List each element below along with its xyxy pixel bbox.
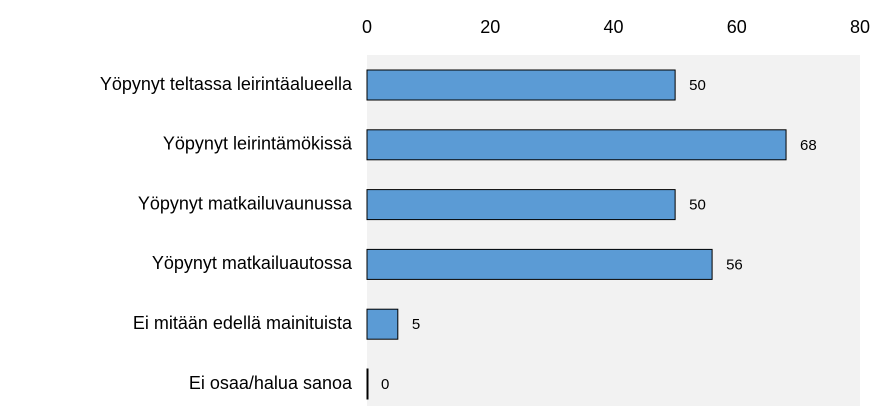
bar <box>366 368 369 400</box>
x-tick-label: 20 <box>480 17 500 37</box>
category-label: Ei osaa/halua sanoa <box>189 373 353 393</box>
category-label: Yöpynyt matkailuautossa <box>152 253 353 273</box>
category-label: Yöpynyt matkailuvaunussa <box>138 193 353 213</box>
bar <box>366 129 787 161</box>
x-tick-label: 40 <box>603 17 623 37</box>
value-label: 68 <box>800 137 817 154</box>
category-label: Yöpynyt leirintämökissä <box>163 134 353 154</box>
category-label: Ei mitään edellä mainituista <box>133 313 353 333</box>
x-tick-label: 80 <box>850 17 870 37</box>
value-label: 56 <box>726 256 743 273</box>
value-label: 5 <box>412 316 420 333</box>
bar <box>366 189 676 221</box>
plot-area <box>367 55 860 406</box>
value-label: 50 <box>689 77 706 94</box>
bar <box>366 308 399 340</box>
x-tick-label: 60 <box>727 17 747 37</box>
value-label: 0 <box>381 376 389 393</box>
category-label: Yöpynyt teltassa leirintäalueella <box>100 74 353 94</box>
bar <box>366 69 676 101</box>
bar <box>366 248 713 280</box>
x-tick-label: 0 <box>362 17 372 37</box>
value-label: 50 <box>689 197 706 214</box>
